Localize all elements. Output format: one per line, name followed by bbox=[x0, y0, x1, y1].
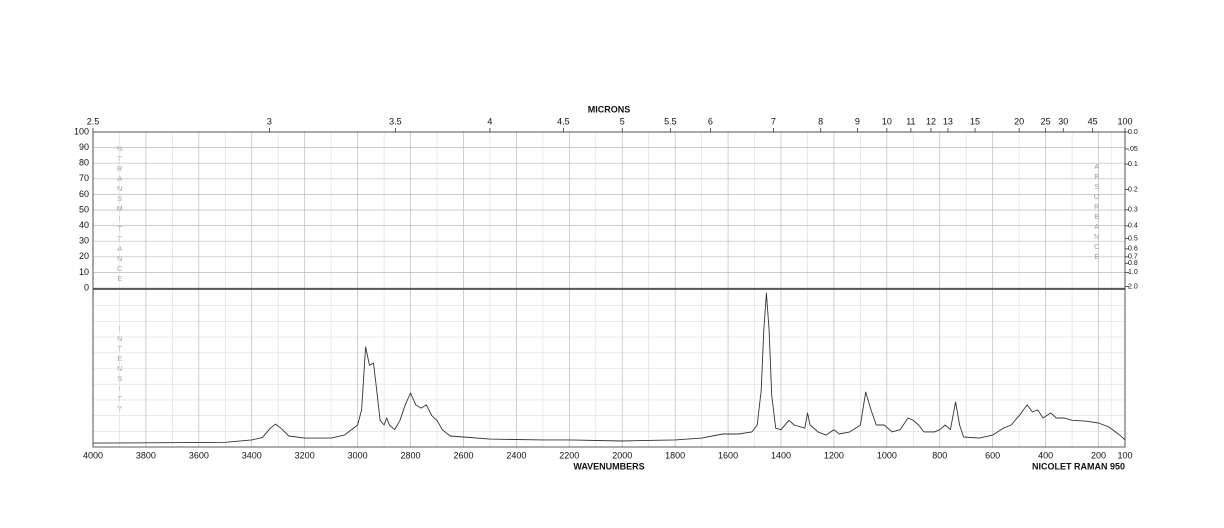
x-tick-label: 2600 bbox=[453, 450, 473, 460]
micron-tick-label: 2.5 bbox=[87, 116, 100, 126]
absorbance-tick-label: 0.4 bbox=[1128, 223, 1138, 230]
absorbance-tick-label: 0.7 bbox=[1128, 254, 1138, 261]
x-tick-label: 3200 bbox=[295, 450, 315, 460]
absorbance-tick-label: 0.6 bbox=[1128, 246, 1138, 253]
x-tick-label: 2200 bbox=[559, 450, 579, 460]
x-tick-label: 1200 bbox=[824, 450, 844, 460]
spectrum-line bbox=[92, 292, 1126, 444]
micron-tick-label: 6 bbox=[708, 116, 713, 126]
x-tick-label: 1400 bbox=[771, 450, 791, 460]
absorbance-tick-label: 0.1 bbox=[1128, 161, 1138, 168]
micron-tick-label: 4 bbox=[487, 116, 492, 126]
micron-tick-label: 20 bbox=[1014, 116, 1024, 126]
absorbance-tick-label: 0.2 bbox=[1128, 186, 1138, 193]
micron-tick-label: 100 bbox=[1117, 116, 1132, 126]
micron-tick-label: 5.5 bbox=[664, 116, 677, 126]
micron-tick-label: 15 bbox=[970, 116, 980, 126]
micron-tick-label: 10 bbox=[882, 116, 892, 126]
x-tick-label: 4000 bbox=[83, 450, 103, 460]
micron-tick-label: 8 bbox=[818, 116, 823, 126]
x-tick-label: 3400 bbox=[242, 450, 262, 460]
transmittance-tick-label: 100 bbox=[74, 126, 89, 136]
instrument-label: NICOLET RAMAN 950 bbox=[1032, 461, 1125, 471]
x-tick-label: 200 bbox=[1091, 450, 1106, 460]
x-tick-label: 2400 bbox=[506, 450, 526, 460]
micron-tick-label: 30 bbox=[1058, 116, 1068, 126]
x-tick-label: 3800 bbox=[136, 450, 156, 460]
micron-tick-label: 45 bbox=[1088, 116, 1098, 126]
absorbance-tick-label: 0.5 bbox=[1128, 236, 1138, 243]
micron-tick-label: 4.5 bbox=[557, 116, 570, 126]
x-tick-label: 800 bbox=[932, 450, 947, 460]
absorbance-tick-label: 2.0 bbox=[1128, 283, 1138, 290]
x-tick-label: 1600 bbox=[718, 450, 738, 460]
transmittance-tick-label: 40 bbox=[79, 220, 89, 230]
micron-tick-label: 3.5 bbox=[389, 116, 402, 126]
x-tick-label: 3000 bbox=[348, 450, 368, 460]
micron-tick-label: 5 bbox=[620, 116, 625, 126]
micron-tick-label: 12 bbox=[926, 116, 936, 126]
transmittance-tick-label: 70 bbox=[79, 173, 89, 183]
top-axis-label: MICRONS bbox=[588, 104, 631, 114]
x-tick-label: 1800 bbox=[665, 450, 685, 460]
micron-tick-label: 13 bbox=[943, 116, 953, 126]
absorbance-tick-label: 1.0 bbox=[1128, 269, 1138, 276]
x-tick-label: 3600 bbox=[189, 450, 209, 460]
transmittance-tick-label: 50 bbox=[79, 204, 89, 214]
right-label: ABSORBANCE bbox=[1093, 164, 1100, 264]
micron-tick-label: 3 bbox=[267, 116, 272, 126]
absorbance-tick-label: .05 bbox=[1128, 146, 1138, 153]
micron-tick-label: 9 bbox=[855, 116, 860, 126]
x-tick-label: 100 bbox=[1117, 450, 1132, 460]
x-tick-label: 600 bbox=[985, 450, 1000, 460]
transmittance-tick-label: 90 bbox=[79, 142, 89, 152]
micron-tick-label: 25 bbox=[1041, 116, 1051, 126]
micron-tick-label: 7 bbox=[771, 116, 776, 126]
transmittance-tick-label: 0 bbox=[84, 282, 89, 292]
x-tick-label: 400 bbox=[1038, 450, 1053, 460]
transmittance-tick-label: 10 bbox=[79, 267, 89, 277]
transmittance-tick-label: 30 bbox=[79, 236, 89, 246]
micron-tick-label: 11 bbox=[906, 116, 915, 126]
absorbance-tick-label: 0.8 bbox=[1128, 260, 1138, 267]
x-tick-label: 1000 bbox=[877, 450, 897, 460]
x-axis-label: WAVENUMBERS bbox=[573, 461, 644, 471]
x-tick-label: 2800 bbox=[401, 450, 421, 460]
x-tick-label: 2000 bbox=[612, 450, 632, 460]
absorbance-tick-label: 0.0 bbox=[1128, 129, 1138, 136]
transmittance-tick-label: 80 bbox=[79, 158, 89, 168]
transmittance-tick-label: 20 bbox=[79, 251, 89, 261]
transmittance-tick-label: 60 bbox=[79, 189, 89, 199]
absorbance-tick-label: 0.3 bbox=[1128, 207, 1138, 214]
